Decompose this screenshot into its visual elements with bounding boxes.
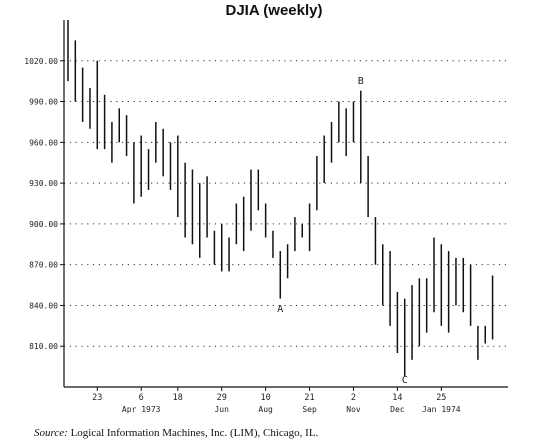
x-tick-sublabel: Nov [346,405,361,414]
x-tick-sublabel: Apr 1973 [122,405,161,414]
x-tick-sublabel: Jun [214,405,229,414]
x-tick-label: 25 [436,393,446,403]
x-tick-label: 2 [351,393,356,403]
y-tick-label: 960.00 [29,138,58,147]
y-tick-label: 810.00 [29,342,58,351]
price-bars [67,20,494,377]
annotations: A B C [277,76,407,386]
y-tick-label: 930.00 [29,179,58,188]
x-tick-sublabel: Jan 1974 [422,405,461,414]
y-axis-ticks: 1020.00 990.00 960.00 930.00 900.00 870.00 840… [24,57,64,351]
annotation-label: C [402,375,408,386]
x-tick-sublabel: Sep [302,405,317,414]
x-tick-label: 18 [173,393,183,403]
annotation-label: A [277,304,283,315]
x-tick-label: 23 [92,393,102,403]
x-tick-label: 10 [261,393,271,403]
y-tick-label: 840.00 [29,301,58,310]
source-text: Logical Information Machines, Inc. (LIM)… [70,427,319,439]
y-tick-label: 1020.00 [24,57,58,66]
x-tick-label: 14 [392,393,402,403]
x-tick-label: 6 [139,393,144,403]
x-tick-label: 21 [304,393,314,403]
annotation-label: B [358,76,364,87]
x-axis-ticks: 23 6 Apr 1973 18 29 Jun 10 Aug 21 Sep 2 Nov 14 Dec 25 J… [92,387,461,414]
x-tick-sublabel: Dec [390,405,405,414]
source-label: Source: [34,427,68,439]
djia-weekly-chart: 1020.00 990.00 960.00 930.00 900.00 870.00 840… [24,20,508,414]
x-tick-sublabel: Aug [258,405,273,414]
y-tick-label: 900.00 [29,220,58,229]
source-note: Source: Logical Information Machines, In… [34,427,318,439]
x-tick-label: 29 [217,393,227,403]
y-tick-label: 990.00 [29,98,58,107]
y-tick-label: 870.00 [29,261,58,270]
chart-title: DJIA (weekly) [225,2,323,19]
